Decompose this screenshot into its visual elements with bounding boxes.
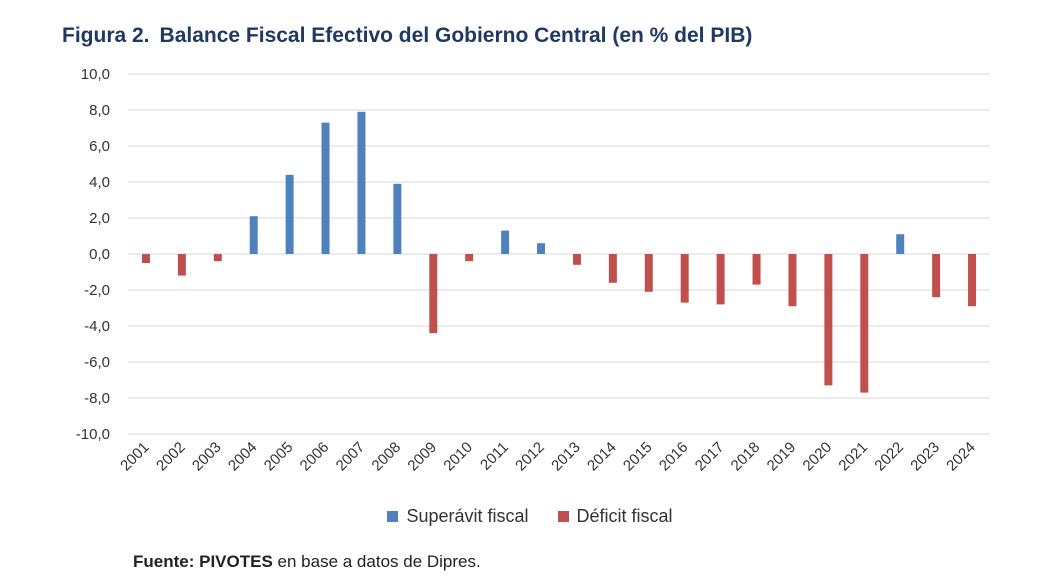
x-tick-label-2010: 2010 bbox=[440, 439, 476, 475]
bar-2020 bbox=[824, 254, 833, 386]
bar-2023 bbox=[932, 254, 941, 298]
bar-2019 bbox=[788, 254, 797, 307]
y-axis-ticks: 10,0 8,0 6,0 4,0 2,0 0,0 -2,0 -4,0 -6,0 -8,0 -10,0 bbox=[76, 66, 110, 443]
x-tick-label-2015: 2015 bbox=[620, 439, 656, 475]
bar-2007 bbox=[357, 111, 366, 254]
x-tick-label-2001: 2001 bbox=[117, 439, 153, 475]
legend-swatch-surplus bbox=[387, 511, 399, 522]
bar-2022 bbox=[896, 234, 905, 254]
legend-item-deficit: Déficit fiscal bbox=[557, 506, 673, 527]
legend-label-deficit: Déficit fiscal bbox=[576, 506, 673, 526]
x-tick-label-2005: 2005 bbox=[261, 439, 297, 475]
x-tick-label-2007: 2007 bbox=[333, 439, 369, 475]
legend-label-surplus: Superávit fiscal bbox=[406, 506, 529, 526]
title-main: Balance Fiscal Efectivo del Gobierno Cen… bbox=[159, 24, 753, 47]
bar-2012 bbox=[537, 243, 546, 254]
y-tick-label: 10,0 bbox=[81, 66, 110, 83]
y-tick-label: -4,0 bbox=[84, 318, 110, 335]
y-tick-label: -8,0 bbox=[84, 390, 110, 407]
bar-2024 bbox=[968, 254, 977, 307]
bars bbox=[141, 111, 977, 393]
x-tick-label-2002: 2002 bbox=[153, 439, 189, 475]
source-note: Fuente: PIVOTES en base a datos de Dipre… bbox=[133, 552, 481, 572]
bar-2017 bbox=[716, 254, 725, 305]
source-label: Fuente: bbox=[133, 552, 195, 571]
bar-2015 bbox=[644, 254, 653, 292]
x-tick-label-2014: 2014 bbox=[584, 439, 620, 475]
x-tick-label-2019: 2019 bbox=[764, 439, 800, 475]
bar-2004 bbox=[249, 216, 258, 254]
bar-2018 bbox=[752, 254, 761, 285]
x-tick-label-2006: 2006 bbox=[297, 439, 333, 475]
x-tick-label-2021: 2021 bbox=[835, 439, 871, 475]
bar-2003 bbox=[213, 254, 222, 262]
y-tick-label: 8,0 bbox=[89, 102, 110, 119]
legend-item-surplus: Superávit fiscal bbox=[387, 506, 529, 527]
x-tick-label-2013: 2013 bbox=[548, 439, 584, 475]
x-tick-label-2022: 2022 bbox=[871, 439, 907, 475]
y-tick-label: 4,0 bbox=[89, 174, 110, 191]
x-tick-label-2017: 2017 bbox=[692, 439, 728, 475]
bar-2001 bbox=[141, 254, 150, 263]
x-tick-label-2003: 2003 bbox=[189, 439, 225, 475]
x-tick-label-2018: 2018 bbox=[728, 439, 764, 475]
x-tick-label-2012: 2012 bbox=[512, 439, 548, 475]
grid-lines bbox=[128, 73, 990, 435]
bar-2021 bbox=[860, 254, 869, 393]
y-tick-label: -10,0 bbox=[76, 426, 110, 443]
x-tick-label-2008: 2008 bbox=[369, 439, 405, 475]
bar-2011 bbox=[501, 230, 510, 254]
x-tick-label-2024: 2024 bbox=[943, 439, 979, 475]
bar-2016 bbox=[680, 254, 689, 303]
x-tick-label-2020: 2020 bbox=[800, 439, 836, 475]
bar-2014 bbox=[608, 254, 617, 283]
bar-2006 bbox=[321, 122, 330, 254]
title-prefix: Figura 2. bbox=[62, 24, 150, 47]
legend-swatch-deficit bbox=[557, 511, 569, 522]
x-tick-label-2011: 2011 bbox=[477, 439, 512, 474]
legend: Superávit fiscal Déficit fiscal bbox=[0, 506, 1060, 527]
y-tick-label: -6,0 bbox=[84, 354, 110, 371]
y-tick-label: -2,0 bbox=[84, 282, 110, 299]
bar-chart: 10,0 8,0 6,0 4,0 2,0 0,0 -2,0 -4,0 -6,0 -8,0 -10,0… bbox=[76, 66, 990, 475]
x-tick-label-2023: 2023 bbox=[907, 439, 943, 475]
bar-2005 bbox=[285, 174, 294, 254]
bar-2009 bbox=[429, 254, 438, 334]
y-tick-label: 0,0 bbox=[89, 246, 110, 263]
source-org: PIVOTES bbox=[199, 552, 273, 571]
x-tick-label-2016: 2016 bbox=[656, 439, 692, 475]
x-tick-label-2009: 2009 bbox=[404, 439, 440, 475]
bar-2013 bbox=[572, 254, 581, 265]
y-tick-label: 2,0 bbox=[89, 210, 110, 227]
bar-2010 bbox=[465, 254, 474, 262]
chart-title: Figura 2. Balance Fiscal Efectivo del Gob… bbox=[62, 24, 752, 48]
bar-2008 bbox=[393, 183, 402, 254]
source-text: en base a datos de Dipres. bbox=[272, 552, 481, 571]
y-tick-label: 6,0 bbox=[89, 138, 110, 155]
x-axis-ticks: 2001 2002 2003 2004 2005 2006 2007 2008 2009 2010… bbox=[117, 439, 979, 475]
bar-2002 bbox=[177, 254, 186, 276]
x-tick-label-2004: 2004 bbox=[225, 439, 261, 475]
